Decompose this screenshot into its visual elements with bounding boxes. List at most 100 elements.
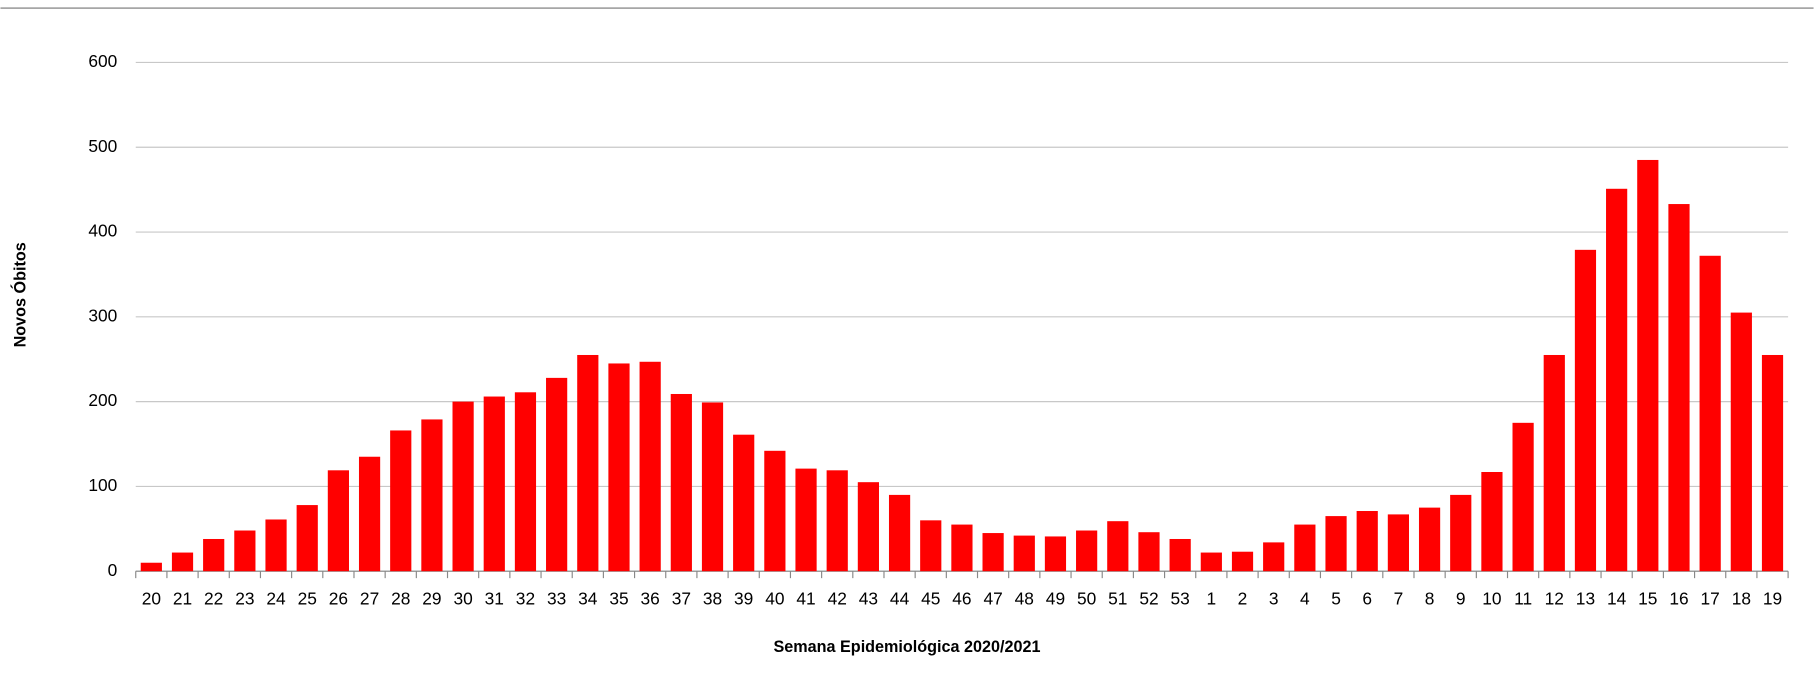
bar bbox=[1574, 249, 1597, 572]
x-tick-label: 20 bbox=[142, 589, 161, 609]
x-tick-label: 10 bbox=[1482, 589, 1501, 609]
x-tick-label: 43 bbox=[859, 589, 878, 609]
x-tick-label: 29 bbox=[422, 589, 441, 609]
bar bbox=[888, 494, 911, 572]
bar bbox=[826, 470, 848, 572]
x-tick-label: 38 bbox=[703, 589, 722, 609]
bar bbox=[234, 530, 256, 572]
bar bbox=[951, 524, 973, 572]
bar bbox=[920, 520, 942, 572]
x-tick-label: 40 bbox=[765, 589, 784, 609]
bar bbox=[1013, 535, 1035, 572]
x-tick-label: 42 bbox=[828, 589, 847, 609]
bar bbox=[390, 430, 412, 572]
bar bbox=[1107, 521, 1129, 572]
x-tick-label: 34 bbox=[578, 589, 598, 609]
bar bbox=[1606, 188, 1628, 572]
x-tick-label: 45 bbox=[921, 589, 940, 609]
bar bbox=[1699, 255, 1721, 572]
bar bbox=[639, 361, 661, 572]
y-tick-label: 600 bbox=[88, 51, 117, 71]
bar bbox=[1450, 494, 1472, 572]
x-tick-label: 21 bbox=[173, 589, 192, 609]
x-tick-label: 13 bbox=[1576, 589, 1595, 609]
bar bbox=[1512, 422, 1534, 572]
x-tick-label: 22 bbox=[204, 589, 223, 609]
x-tick-label: 6 bbox=[1362, 589, 1372, 609]
bar bbox=[514, 392, 537, 572]
bar bbox=[1637, 159, 1659, 572]
x-tick-label: 31 bbox=[485, 589, 504, 609]
bar bbox=[203, 538, 225, 572]
y-tick-label: 0 bbox=[108, 560, 118, 580]
x-tick-label: 44 bbox=[890, 589, 910, 609]
x-tick-label: 12 bbox=[1545, 589, 1564, 609]
x-tick-label: 19 bbox=[1763, 589, 1782, 609]
x-tick-label: 25 bbox=[298, 589, 317, 609]
bar bbox=[1263, 542, 1285, 572]
x-tick-label: 7 bbox=[1394, 589, 1404, 609]
bar bbox=[452, 401, 474, 572]
bar bbox=[795, 468, 817, 572]
x-tick-label: 52 bbox=[1139, 589, 1158, 609]
bar bbox=[1356, 511, 1378, 572]
x-tick-label: 37 bbox=[672, 589, 691, 609]
bar bbox=[1668, 204, 1690, 572]
x-tick-label: 9 bbox=[1456, 589, 1466, 609]
x-tick-label: 41 bbox=[796, 589, 815, 609]
bar bbox=[608, 363, 630, 572]
x-tick-label: 24 bbox=[266, 589, 286, 609]
bar bbox=[483, 396, 505, 572]
y-axis-title: Novos Óbitos bbox=[11, 242, 30, 347]
x-tick-label: 14 bbox=[1607, 589, 1627, 609]
x-tick-label: 46 bbox=[952, 589, 971, 609]
bar bbox=[764, 450, 786, 572]
bar bbox=[296, 505, 318, 572]
y-tick-label: 500 bbox=[88, 136, 117, 156]
bar bbox=[171, 552, 194, 572]
bar bbox=[982, 533, 1004, 572]
bar bbox=[327, 470, 349, 572]
x-axis-title: Semana Epidemiológica 2020/2021 bbox=[774, 638, 1041, 656]
x-tick-label: 4 bbox=[1300, 589, 1310, 609]
x-tick-label: 26 bbox=[329, 589, 348, 609]
bar bbox=[546, 377, 568, 572]
bar bbox=[1138, 532, 1160, 572]
x-tick-label: 8 bbox=[1425, 589, 1435, 609]
bar bbox=[1543, 354, 1565, 572]
x-tick-label: 28 bbox=[391, 589, 410, 609]
x-tick-label: 35 bbox=[609, 589, 628, 609]
bar bbox=[421, 419, 443, 572]
x-tick-label: 15 bbox=[1638, 589, 1657, 609]
bar bbox=[140, 562, 162, 572]
bar bbox=[358, 456, 381, 572]
bar bbox=[670, 393, 692, 572]
x-tick-label: 11 bbox=[1514, 589, 1532, 609]
x-tick-label: 53 bbox=[1171, 589, 1190, 609]
x-tick-label: 3 bbox=[1269, 589, 1279, 609]
y-tick-label: 200 bbox=[88, 390, 117, 410]
x-tick-label: 1 bbox=[1207, 589, 1217, 609]
bar bbox=[1294, 524, 1316, 572]
bar bbox=[1200, 552, 1222, 572]
x-tick-label: 16 bbox=[1669, 589, 1688, 609]
x-tick-label: 36 bbox=[641, 589, 660, 609]
x-tick-label: 51 bbox=[1108, 589, 1127, 609]
bar bbox=[1231, 551, 1254, 572]
bar bbox=[265, 519, 287, 572]
bar bbox=[857, 482, 879, 572]
bar bbox=[577, 354, 599, 572]
x-tick-label: 5 bbox=[1331, 589, 1341, 609]
x-tick-label: 32 bbox=[516, 589, 535, 609]
x-tick-label: 17 bbox=[1701, 589, 1720, 609]
y-tick-label: 300 bbox=[88, 305, 117, 325]
bar bbox=[1044, 536, 1067, 572]
y-tick-label: 100 bbox=[88, 475, 117, 495]
x-tick-label: 27 bbox=[360, 589, 379, 609]
x-tick-label: 48 bbox=[1015, 589, 1034, 609]
bar bbox=[1481, 472, 1503, 572]
bar bbox=[1076, 530, 1098, 572]
x-tick-label: 49 bbox=[1046, 589, 1065, 609]
